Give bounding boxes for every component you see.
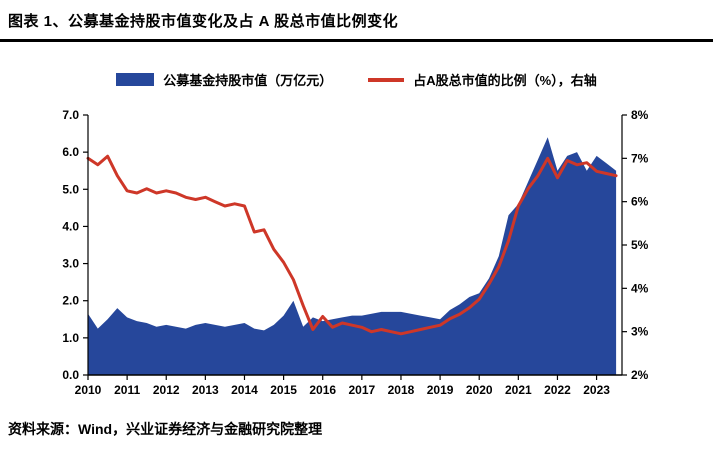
left-tick-label: 3.0 — [62, 257, 79, 271]
x-tick-label: 2010 — [75, 383, 102, 397]
right-tick-label: 4% — [631, 281, 649, 295]
left-tick-label: 7.0 — [62, 108, 79, 122]
x-tick-label: 2012 — [153, 383, 180, 397]
chart-header: 图表 1、公募基金持股市值变化及占 A 股总市值比例变化 — [0, 0, 713, 42]
x-tick-label: 2014 — [231, 383, 258, 397]
x-tick-label: 2021 — [505, 383, 532, 397]
chart-svg: 0.0 1.0 2.0 3.0 4.0 5.0 6.0 7.0 2% 3% 4% 5% 6% 7% 8% 20… — [62, 108, 649, 397]
holdings-area — [88, 137, 617, 375]
x-tick-label: 2011 — [114, 383, 140, 397]
right-tick-label: 7% — [631, 151, 649, 165]
legend-item-holdings: 公募基金持股市值（万亿元） — [116, 70, 332, 89]
chart-legend: 公募基金持股市值（万亿元） 占A股总市值的比例（%），右轴 — [0, 70, 713, 89]
ratio-line-swatch — [368, 77, 405, 82]
right-tick-label: 3% — [631, 325, 649, 339]
left-tick-label: 0.0 — [62, 368, 79, 382]
x-tick-label: 2022 — [544, 383, 571, 397]
holdings-area-swatch — [116, 73, 155, 86]
left-tick-label: 4.0 — [62, 219, 79, 233]
right-tick-label: 6% — [631, 195, 649, 209]
right-tick-label: 2% — [631, 368, 649, 382]
x-tick-label: 2017 — [348, 383, 375, 397]
x-tick-label: 2023 — [583, 383, 610, 397]
ratio-line — [86, 154, 618, 336]
chart-title: 图表 1、公募基金持股市值变化及占 A 股总市值比例变化 — [8, 13, 399, 30]
right-tick-label: 8% — [631, 108, 649, 122]
ratio-legend-label: 占A股总市值的比例（%），右轴 — [413, 73, 597, 88]
legend-item-ratio: 占A股总市值的比例（%），右轴 — [368, 70, 597, 89]
x-tick-label: 2020 — [466, 383, 493, 397]
x-tick-label: 2019 — [427, 383, 454, 397]
holdings-legend-label: 公募基金持股市值（万亿元） — [163, 73, 333, 88]
left-tick-label: 6.0 — [62, 145, 79, 159]
x-tick-label: 2018 — [388, 383, 415, 397]
source-note: 资料来源：Wind，兴业证券经济与金融研究院整理 — [8, 421, 323, 437]
x-tick-label: 2016 — [309, 383, 336, 397]
left-tick-label: 2.0 — [62, 294, 79, 308]
right-tick-label: 5% — [631, 238, 649, 252]
left-tick-label: 5.0 — [62, 182, 79, 196]
x-tick-label: 2015 — [270, 383, 297, 397]
left-tick-label: 1.0 — [62, 331, 79, 345]
x-tick-label: 2013 — [192, 383, 219, 397]
